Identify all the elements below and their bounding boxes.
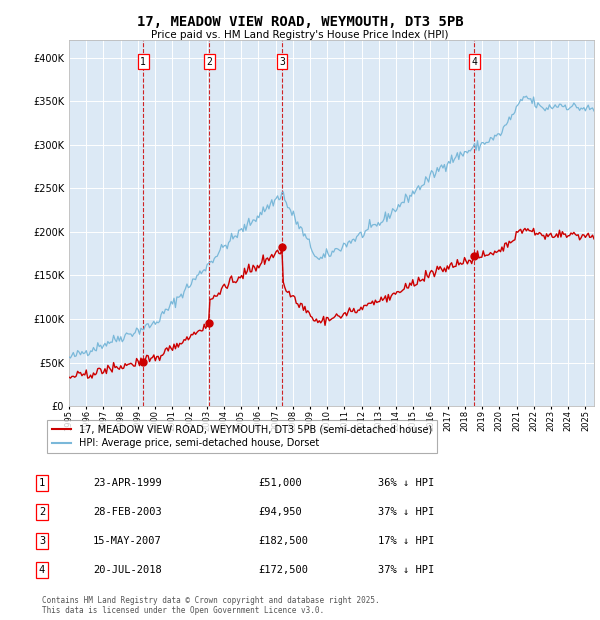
Text: 28-FEB-2003: 28-FEB-2003 bbox=[93, 507, 162, 517]
Text: Contains HM Land Registry data © Crown copyright and database right 2025.
This d: Contains HM Land Registry data © Crown c… bbox=[42, 596, 380, 615]
Text: 17% ↓ HPI: 17% ↓ HPI bbox=[378, 536, 434, 546]
Text: 4: 4 bbox=[39, 565, 45, 575]
Text: 23-APR-1999: 23-APR-1999 bbox=[93, 477, 162, 488]
Text: 3: 3 bbox=[279, 57, 285, 67]
Text: 4: 4 bbox=[472, 57, 478, 67]
Text: £94,950: £94,950 bbox=[258, 507, 302, 517]
Text: 2: 2 bbox=[206, 57, 212, 67]
Text: 37% ↓ HPI: 37% ↓ HPI bbox=[378, 565, 434, 575]
Text: Price paid vs. HM Land Registry's House Price Index (HPI): Price paid vs. HM Land Registry's House … bbox=[151, 30, 449, 40]
Text: 15-MAY-2007: 15-MAY-2007 bbox=[93, 536, 162, 546]
Text: 17, MEADOW VIEW ROAD, WEYMOUTH, DT3 5PB: 17, MEADOW VIEW ROAD, WEYMOUTH, DT3 5PB bbox=[137, 16, 463, 30]
Text: 36% ↓ HPI: 36% ↓ HPI bbox=[378, 477, 434, 488]
Text: £172,500: £172,500 bbox=[258, 565, 308, 575]
Text: 1: 1 bbox=[39, 477, 45, 488]
Text: 3: 3 bbox=[39, 536, 45, 546]
Text: £51,000: £51,000 bbox=[258, 477, 302, 488]
Text: 2: 2 bbox=[39, 507, 45, 517]
Text: 1: 1 bbox=[140, 57, 146, 67]
Text: 20-JUL-2018: 20-JUL-2018 bbox=[93, 565, 162, 575]
Text: £182,500: £182,500 bbox=[258, 536, 308, 546]
Legend: 17, MEADOW VIEW ROAD, WEYMOUTH, DT3 5PB (semi-detached house), HPI: Average pric: 17, MEADOW VIEW ROAD, WEYMOUTH, DT3 5PB … bbox=[47, 420, 437, 453]
Text: 37% ↓ HPI: 37% ↓ HPI bbox=[378, 507, 434, 517]
